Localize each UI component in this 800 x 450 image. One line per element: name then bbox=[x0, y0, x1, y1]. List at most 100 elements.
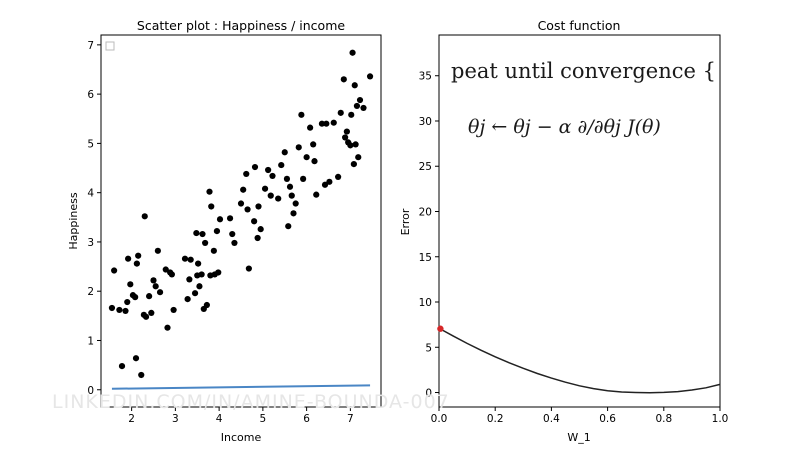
scatter-point bbox=[202, 239, 209, 247]
scatter-point bbox=[215, 269, 222, 276]
scatter-point bbox=[278, 161, 285, 169]
scatter-point bbox=[350, 160, 357, 168]
0-ytick-label: 7 bbox=[87, 40, 94, 52]
1-ytick-label: 30 bbox=[419, 116, 432, 128]
1-xtick-label: 0.2 bbox=[487, 413, 504, 425]
start-point-marker bbox=[437, 325, 444, 332]
formula-backdrop bbox=[442, 52, 718, 162]
scatter-point bbox=[203, 301, 210, 309]
scatter-point bbox=[303, 154, 310, 161]
0-ytick-label: 5 bbox=[87, 138, 94, 150]
scatter-point bbox=[340, 76, 347, 83]
cost-chart: Cost function W_1 Error 0.0 0.2 0.4 0.6 0.8 1… bbox=[399, 18, 728, 444]
scatter-point bbox=[138, 371, 145, 379]
0-xtick-label: 3 bbox=[172, 413, 179, 425]
scatter-point bbox=[210, 247, 217, 254]
scatter-point bbox=[181, 255, 189, 262]
scatter-point bbox=[251, 163, 259, 171]
0-xtick-label: 6 bbox=[303, 413, 310, 425]
scatter-point bbox=[321, 181, 329, 188]
1-xtick-label: 0.4 bbox=[543, 413, 560, 425]
scatter-point bbox=[254, 234, 261, 242]
watermark-text: LINKEDIN.COM/IN/AMINE-BOUNDA-007 bbox=[52, 391, 450, 413]
scatter-point bbox=[286, 183, 294, 190]
scatter-point bbox=[313, 191, 320, 198]
scatter-point bbox=[154, 247, 161, 254]
scatter-point bbox=[323, 120, 330, 127]
scatter-point bbox=[353, 102, 361, 110]
scatter-point bbox=[349, 49, 356, 56]
cost-xlabel: W_1 bbox=[567, 431, 590, 444]
scatter-point bbox=[355, 154, 362, 161]
0-ytick-label: 4 bbox=[87, 188, 94, 200]
scatter-point bbox=[135, 252, 142, 259]
scatter-point bbox=[162, 266, 169, 273]
scatter-point bbox=[141, 213, 148, 220]
scatter-point bbox=[366, 73, 374, 80]
scatter-point bbox=[187, 256, 194, 263]
1-ytick-label: 0 bbox=[425, 388, 432, 400]
scatter-point bbox=[257, 226, 264, 233]
scatter-point bbox=[216, 216, 224, 223]
scatter-point bbox=[298, 111, 305, 118]
formula-repeat-line: peat until convergence { bbox=[451, 59, 716, 83]
scatter-point bbox=[244, 206, 251, 213]
0-xtick-label: 7 bbox=[347, 413, 354, 425]
scatter-point bbox=[251, 218, 258, 225]
scatter-point bbox=[124, 298, 131, 306]
1-ytick-label: 5 bbox=[425, 342, 432, 354]
scatter-point bbox=[195, 260, 202, 267]
scatter-point bbox=[132, 355, 140, 362]
1-xtick-label: 0.0 bbox=[431, 413, 448, 425]
scatter-point bbox=[231, 239, 238, 247]
scatter-point bbox=[132, 294, 139, 301]
scatter-point bbox=[265, 166, 272, 174]
scatter-point bbox=[198, 271, 205, 278]
0-ytick-label: 1 bbox=[87, 335, 94, 347]
scatter-point bbox=[184, 295, 191, 303]
scatter-point bbox=[285, 223, 292, 230]
scatter-point bbox=[148, 309, 155, 316]
0-ytick-label: 2 bbox=[87, 286, 94, 298]
1-xtick-label: 0.6 bbox=[599, 413, 616, 425]
scatter-point bbox=[347, 142, 354, 149]
scatter-point bbox=[191, 290, 199, 297]
scatter-point bbox=[164, 324, 171, 331]
scatter-point bbox=[156, 289, 164, 296]
scatter-point bbox=[335, 173, 342, 181]
scatter-point bbox=[199, 230, 206, 238]
scatter-point bbox=[245, 265, 252, 272]
scatter-point bbox=[318, 120, 326, 127]
scatter-point bbox=[206, 188, 213, 195]
scatter-point bbox=[226, 215, 234, 222]
scatter-point bbox=[360, 104, 367, 112]
scatter-point bbox=[269, 172, 276, 180]
scatter-point bbox=[208, 203, 215, 210]
scatter-point bbox=[108, 304, 116, 312]
scatter-point bbox=[292, 200, 299, 207]
1-ytick-label: 15 bbox=[419, 252, 432, 264]
0-xtick-label: 2 bbox=[128, 413, 135, 425]
scatter-point bbox=[193, 229, 200, 237]
scatter-point bbox=[267, 192, 274, 199]
0-ytick-label: 0 bbox=[87, 385, 94, 397]
scatter-point bbox=[300, 175, 307, 182]
cost-curve bbox=[438, 327, 721, 394]
scatter-point bbox=[307, 124, 314, 131]
scatter-point bbox=[295, 144, 302, 151]
scatter-point bbox=[118, 363, 126, 370]
1-xtick-label: 1.0 bbox=[712, 413, 729, 425]
scatter-point bbox=[122, 307, 129, 315]
1-ytick-label: 35 bbox=[419, 71, 432, 83]
scatter-point bbox=[170, 306, 177, 314]
scatter-point bbox=[311, 158, 318, 165]
scatter-point bbox=[133, 260, 140, 267]
scatter-point bbox=[168, 271, 175, 278]
scatter-ylabel: Happiness bbox=[67, 192, 80, 250]
0-ytick-label: 3 bbox=[87, 237, 94, 249]
scatter-point bbox=[255, 203, 262, 210]
legend-box bbox=[105, 41, 115, 51]
scatter-point bbox=[352, 141, 359, 148]
scatter-point bbox=[240, 186, 247, 193]
